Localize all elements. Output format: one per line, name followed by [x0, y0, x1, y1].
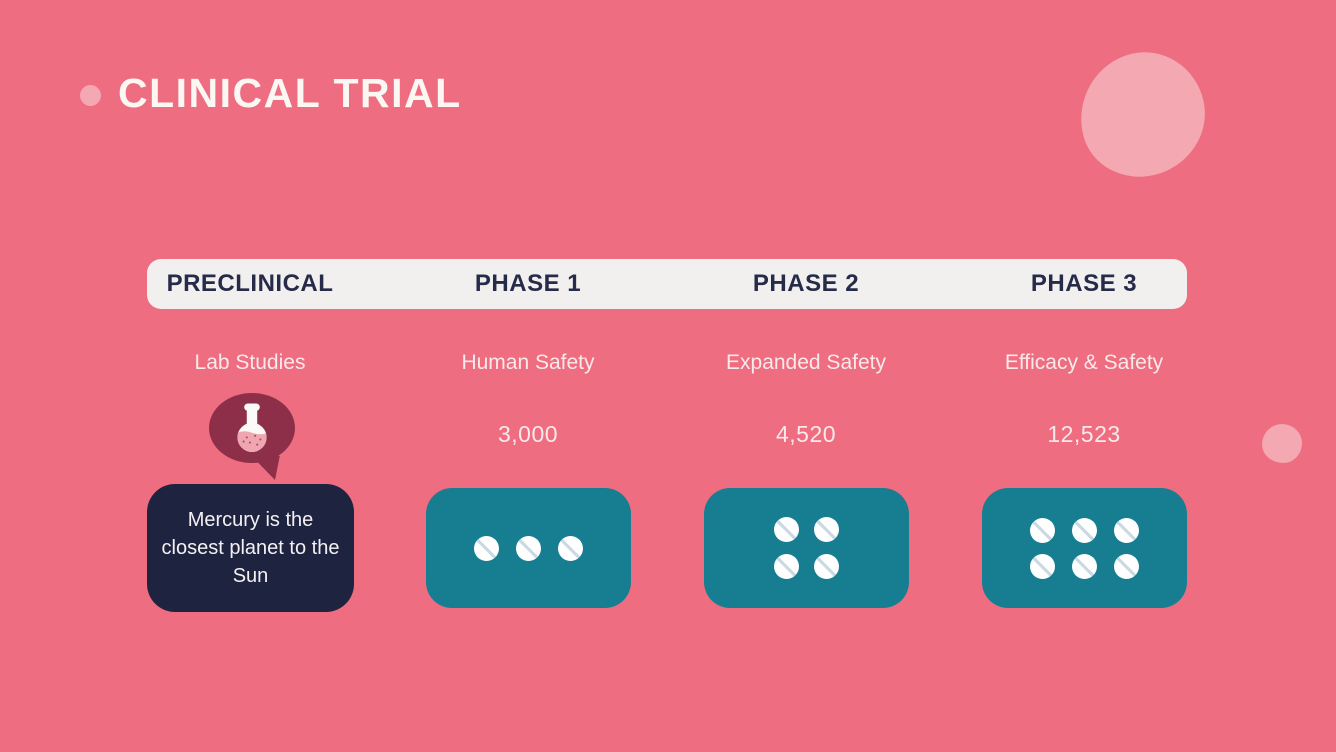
column-header-phase-1: PHASE 1 [474, 270, 582, 297]
pills-grid-phase-3 [1030, 517, 1139, 579]
note-box: Mercury is the closest planet to the Sun [147, 484, 354, 612]
pills-grid-phase-1 [474, 535, 583, 561]
phase-3-box [982, 488, 1187, 608]
column-header-preclinical: PRECLINICAL [166, 270, 334, 297]
subtitle-preclinical: Lab Studies [194, 351, 306, 374]
participants-phase-2: 4,520 [775, 421, 837, 447]
pill-dot [1072, 553, 1097, 579]
title-bullet-dot [80, 85, 101, 106]
column-header-phase-3: PHASE 3 [1030, 270, 1138, 297]
pills-grid-phase-2 [774, 517, 839, 579]
pill-dot [1030, 517, 1055, 543]
pill-dot [814, 517, 839, 542]
pill-dot [1072, 517, 1097, 543]
pill-dot [814, 554, 839, 579]
decor-blob-small [1262, 424, 1302, 463]
pill-dot [1114, 517, 1139, 543]
pill-dot [1030, 553, 1055, 579]
note-text: Mercury is the closest planet to the Sun [161, 509, 340, 587]
subtitle-phase-1: Human Safety [461, 351, 595, 374]
pill-dot [774, 517, 799, 542]
pill-dot [774, 554, 799, 579]
participants-phase-3: 12,523 [1047, 421, 1121, 447]
flask-speech-bubble-icon [209, 393, 295, 463]
pill-dot [1114, 553, 1139, 579]
pill-dot [474, 535, 499, 561]
column-header-phase-2: PHASE 2 [752, 270, 860, 297]
participants-phase-1: 3,000 [497, 421, 559, 447]
phase-header-bar [147, 259, 1187, 309]
page-title: CLINICAL TRIAL [118, 70, 462, 116]
pill-dot [558, 535, 583, 561]
subtitle-phase-2: Expanded Safety [726, 351, 886, 374]
flask-icon [237, 403, 267, 452]
phase-1-box [426, 488, 631, 608]
decor-blob-large [1066, 39, 1219, 190]
subtitle-phase-3: Efficacy & Safety [1004, 351, 1164, 374]
pill-dot [516, 535, 541, 561]
phase-2-box [704, 488, 909, 608]
